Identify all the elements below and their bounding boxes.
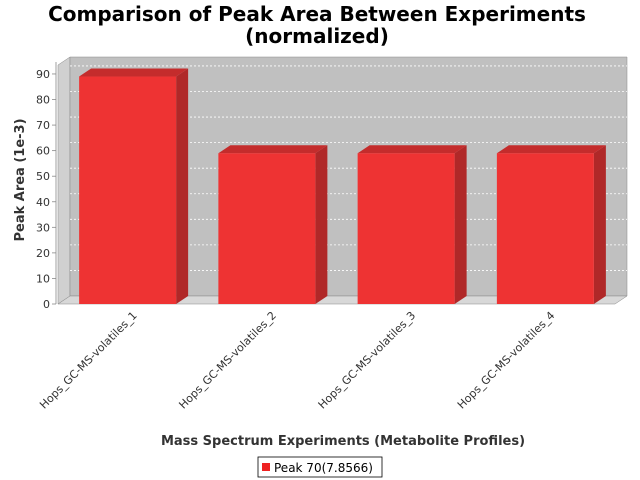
y-tick-label: 80 xyxy=(36,94,50,107)
y-tick-label: 10 xyxy=(36,272,50,285)
bar-front xyxy=(218,153,316,304)
legend-entry: Peak 70(7.8566) xyxy=(274,461,373,475)
x-axis-tick-labels: Hops_GC-MS-volatiles_1 Hops_GC-MS-volatil… xyxy=(37,309,557,412)
x-tick-label: Hops_GC-MS-volatiles_2 xyxy=(176,309,279,412)
bar-top xyxy=(357,145,467,154)
bar-side xyxy=(593,145,606,304)
y-axis: 0 10 20 30 40 50 60 70 80 90 xyxy=(36,62,57,311)
bar-side xyxy=(315,145,328,304)
legend-swatch xyxy=(262,463,270,471)
x-tick-label: Hops_GC-MS-volatiles_3 xyxy=(316,309,419,412)
bar-front xyxy=(79,76,177,305)
bar-top xyxy=(218,145,328,154)
x-tick-label: Hops_GC-MS-volatiles_4 xyxy=(455,309,558,412)
bar xyxy=(496,145,606,304)
bar-front xyxy=(496,153,594,304)
bars xyxy=(79,68,606,305)
x-tick-label: Hops_GC-MS-volatiles_1 xyxy=(37,309,140,412)
y-tick-label: 0 xyxy=(43,298,50,311)
y-tick-label: 70 xyxy=(36,119,50,132)
bar xyxy=(79,68,189,305)
bar-top xyxy=(79,68,189,77)
plot-left-wall xyxy=(57,56,71,305)
y-tick-label: 50 xyxy=(36,170,50,183)
chart-title-line2: (normalized) xyxy=(245,24,389,48)
bar-top xyxy=(496,145,606,154)
bar xyxy=(357,145,467,304)
legend-box xyxy=(257,456,383,478)
y-axis-label: Peak Area (1e-3) xyxy=(13,118,28,241)
legend: Peak 70(7.8566) xyxy=(257,456,383,478)
chart-title-line1: Comparison of Peak Area Between Experime… xyxy=(48,2,586,26)
bar-side xyxy=(454,145,467,304)
y-tick-label: 30 xyxy=(36,221,50,234)
y-tick-label: 40 xyxy=(36,196,50,209)
bar-front xyxy=(357,153,455,304)
y-tick-label: 60 xyxy=(36,145,50,158)
y-tick-label: 90 xyxy=(36,68,50,81)
y-tick-label: 20 xyxy=(36,247,50,260)
bar-side xyxy=(176,68,189,305)
x-axis-label: Mass Spectrum Experiments (Metabolite Pr… xyxy=(161,434,525,449)
bar xyxy=(218,145,328,304)
